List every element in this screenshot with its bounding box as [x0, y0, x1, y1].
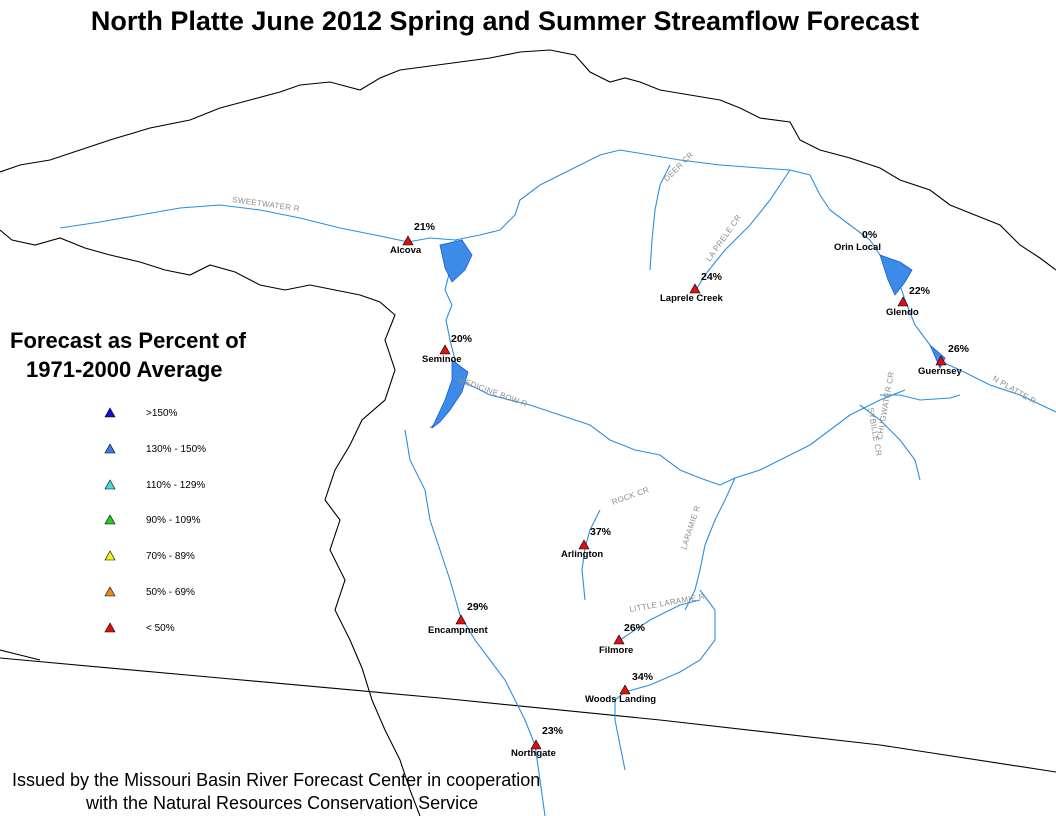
station-seminoe[interactable]: 20% Seminoe [422, 333, 473, 365]
legend-triangle-icon [104, 622, 116, 633]
forecast-triangle-icon [455, 614, 467, 625]
station-percent: 26% [624, 622, 646, 634]
forecast-triangle-icon [613, 634, 625, 645]
river-label-little-laramie: LITTLE LARAMIE R [629, 592, 706, 614]
forecast-triangle-icon [578, 539, 590, 550]
station-name: Arlington [561, 549, 603, 560]
station-percent: 26% [948, 343, 970, 355]
reservoirs [431, 239, 946, 429]
station-name: Filmore [599, 645, 633, 656]
state-line [0, 657, 1056, 773]
station-orin-local[interactable]: 0% Orin Local [834, 229, 881, 253]
station-name: Woods Landing [585, 694, 656, 705]
legend-label: 50% - 69% [146, 587, 195, 598]
station-name: Alcova [390, 245, 422, 256]
legend-triangle-icon [104, 514, 116, 525]
footer: Issued by the Missouri Basin River Forec… [0, 769, 540, 815]
station-name: Northgate [511, 748, 556, 759]
footer-line2: with the Natural Resources Conservation … [86, 793, 479, 813]
station-percent: 23% [542, 725, 564, 737]
station-filmore[interactable]: 26% Filmore [599, 622, 646, 656]
legend-triangle-icon [104, 478, 116, 489]
station-glendo[interactable]: 22% Glendo [886, 285, 931, 318]
legend-triangle-icon [104, 586, 116, 597]
station-name: Encampment [428, 625, 488, 636]
station-woods-landing[interactable]: 34% Woods Landing [585, 671, 656, 705]
forecast-triangle-icon [439, 344, 451, 355]
legend-triangle-icon [104, 550, 116, 561]
basin-boundary [0, 49, 1056, 271]
legend-label: 110% - 129% [146, 479, 206, 491]
legend-triangle-icon [104, 407, 116, 418]
legend-title: Forecast as Percent of 1971-2000 Average [10, 326, 246, 384]
forecast-triangle-icon [530, 739, 542, 750]
legend-label: 130% - 150% [146, 443, 207, 455]
station-percent: 20% [451, 333, 473, 345]
forecast-triangle-icon [402, 235, 414, 246]
station-northgate[interactable]: 23% Northgate [511, 725, 564, 759]
forecast-triangle-icon [689, 283, 701, 294]
station-percent: 0% [862, 229, 878, 241]
footer-line1: Issued by the Missouri Basin River Forec… [12, 770, 541, 790]
river-label-rock: ROCK CR [611, 485, 651, 507]
basin-boundary-west [0, 229, 421, 816]
legend-triangle-icon [104, 443, 116, 454]
map-title: North Platte June 2012 Spring and Summer… [90, 6, 920, 36]
legend-title-line1: Forecast as Percent of [10, 328, 246, 353]
river-label-chugwater: CHUGWATER CR [875, 371, 896, 440]
station-percent: 21% [414, 221, 436, 233]
forecast-triangle-icon [897, 296, 909, 307]
station-percent: 24% [701, 271, 723, 283]
station-percent: 29% [467, 601, 489, 613]
station-percent: 22% [909, 285, 931, 297]
station-name: Orin Local [834, 242, 881, 253]
river-label-deer: DEER CR [662, 150, 695, 183]
legend-label: 70% - 89% [146, 551, 195, 563]
station-name: Laprele Creek [660, 293, 724, 304]
station-name: Glendo [886, 307, 919, 318]
basin-boundary-east [0, 649, 41, 661]
forecast-triangle-icon [935, 355, 947, 366]
legend-label: < 50% [146, 622, 175, 634]
legend-title-line2: 1971-2000 Average [26, 357, 223, 382]
station-arlington[interactable]: 37% Arlington [561, 526, 612, 560]
river-label-medicine-bow: MEDICINE BOW R [457, 375, 528, 408]
legend-label: >150% [146, 408, 178, 419]
station-guernsey[interactable]: 26% Guernsey [918, 343, 970, 377]
station-percent: 37% [590, 526, 612, 538]
river-label-n-platte: N PLATTE R [991, 374, 1038, 406]
river-network [59, 149, 1056, 816]
station-name: Guernsey [918, 366, 963, 377]
station-alcova[interactable]: 21% Alcova [390, 221, 436, 256]
legend-label: 90% - 109% [146, 515, 201, 527]
station-percent: 34% [632, 671, 654, 683]
river-label-laramie: LARAMIE R [679, 504, 702, 550]
forecast-triangle-icon [619, 684, 631, 695]
station-encampment[interactable]: 29% Encampment [428, 601, 489, 636]
station-name: Seminoe [422, 354, 462, 365]
station-laprele-creek[interactable]: 24% Laprele Creek [660, 271, 724, 304]
